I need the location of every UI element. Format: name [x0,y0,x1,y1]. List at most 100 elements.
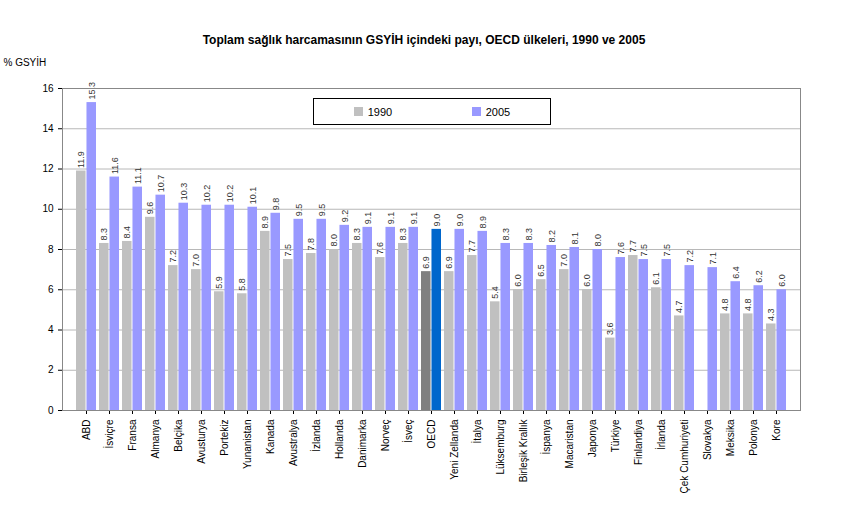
svg-text:Yunanistan: Yunanistan [242,420,253,470]
svg-text:Kanada: Kanada [265,419,276,454]
svg-text:Yeni Zellanda: Yeni Zellanda [449,419,460,480]
svg-text:İrlanda: İrlanda [655,419,667,450]
svg-text:7.2: 7.2 [685,250,695,263]
svg-text:7.7: 7.7 [467,240,477,253]
svg-text:8.3: 8.3 [524,228,534,241]
svg-text:6.0: 6.0 [777,274,787,287]
svg-text:İspanya: İspanya [540,419,552,454]
svg-text:6.5: 6.5 [536,264,546,277]
svg-text:Avusturya: Avusturya [196,419,207,464]
svg-text:Slovakya: Slovakya [702,419,713,460]
svg-text:İsviçre: İsviçre [103,419,115,448]
svg-text:7.8: 7.8 [306,238,316,251]
svg-text:7.0: 7.0 [191,254,201,267]
svg-text:7.2: 7.2 [168,250,178,263]
svg-text:15.3: 15.3 [87,82,97,100]
svg-text:6.9: 6.9 [444,256,454,269]
svg-text:11.1: 11.1 [133,167,143,184]
svg-text:6: 6 [48,284,54,295]
svg-text:8.3: 8.3 [99,228,109,241]
svg-text:3.6: 3.6 [605,323,615,336]
svg-text:Japonya: Japonya [587,419,598,457]
svg-text:9.5: 9.5 [317,204,327,217]
svg-text:Belçika: Belçika [173,419,184,452]
svg-text:Birleşik Krallık: Birleşik Krallık [518,419,529,483]
svg-text:Danimarka: Danimarka [357,419,368,468]
svg-text:Hollanda: Hollanda [334,419,345,459]
svg-text:Türkiye: Türkiye [610,419,621,452]
svg-text:6.9: 6.9 [421,256,431,269]
svg-text:Fransa: Fransa [127,419,138,451]
svg-text:OECD: OECD [426,420,437,449]
svg-text:5.9: 5.9 [214,276,224,289]
svg-text:16: 16 [42,83,54,94]
svg-text:9.2: 9.2 [340,210,350,223]
svg-text:8.1: 8.1 [570,232,580,245]
svg-text:8.9: 8.9 [478,216,488,229]
svg-text:7.6: 7.6 [616,242,626,255]
svg-text:Norveç: Norveç [380,420,391,452]
svg-text:9.8: 9.8 [271,198,281,211]
svg-text:4.8: 4.8 [743,298,753,311]
svg-text:Finlandiya: Finlandiya [633,419,644,465]
svg-text:7.5: 7.5 [662,244,672,257]
svg-text:10.3: 10.3 [179,183,189,201]
svg-text:9.6: 9.6 [145,202,155,215]
svg-text:11.6: 11.6 [110,157,120,174]
svg-text:10.7: 10.7 [156,175,166,193]
svg-text:12: 12 [42,163,54,174]
svg-text:9.0: 9.0 [432,214,442,227]
svg-text:% GSYİH: % GSYİH [4,56,47,68]
svg-text:8.3: 8.3 [352,228,362,241]
svg-text:7.5: 7.5 [639,244,649,257]
svg-text:Polonya: Polonya [748,419,759,456]
svg-text:İzlanda: İzlanda [310,419,322,452]
svg-text:Kore: Kore [771,419,782,441]
svg-text:8.3: 8.3 [398,228,408,241]
svg-text:7.1: 7.1 [708,252,718,265]
svg-text:8.0: 8.0 [593,234,603,247]
svg-text:9.1: 9.1 [409,212,419,225]
svg-text:8: 8 [48,244,54,255]
svg-text:14: 14 [42,123,54,134]
svg-text:5.4: 5.4 [490,286,500,299]
svg-text:0: 0 [48,405,54,416]
svg-text:7.6: 7.6 [375,242,385,255]
svg-text:ABD: ABD [81,420,92,441]
svg-text:4.7: 4.7 [674,300,684,313]
svg-text:10: 10 [42,203,54,214]
svg-text:10.2: 10.2 [202,185,212,203]
svg-text:8.0: 8.0 [329,234,339,247]
svg-text:8.4: 8.4 [122,226,132,239]
svg-text:8.2: 8.2 [547,230,557,243]
svg-text:Macaristan: Macaristan [564,420,575,469]
svg-text:Çek Cumhuriyeti: Çek Cumhuriyeti [679,420,690,494]
svg-text:5.8: 5.8 [237,278,247,291]
svg-text:7.5: 7.5 [283,244,293,257]
svg-text:2: 2 [48,364,54,375]
svg-text:Portekiz: Portekiz [219,420,230,456]
svg-text:8.9: 8.9 [260,216,270,229]
svg-text:11.9: 11.9 [76,151,86,168]
svg-text:4.8: 4.8 [720,298,730,311]
svg-text:Almanya: Almanya [150,419,161,458]
svg-text:7.7: 7.7 [628,240,638,253]
svg-text:6.0: 6.0 [582,274,592,287]
svg-text:9.0: 9.0 [455,214,465,227]
svg-text:6.4: 6.4 [731,266,741,279]
svg-text:İtalya: İtalya [471,419,483,443]
svg-text:8.3: 8.3 [501,228,511,241]
svg-text:6.2: 6.2 [754,270,764,283]
svg-text:İsveç: İsveç [402,420,414,443]
svg-text:10.1: 10.1 [248,187,258,205]
svg-text:Meksika: Meksika [725,419,736,456]
svg-text:7.0: 7.0 [559,254,569,267]
svg-text:6.0: 6.0 [513,274,523,287]
svg-text:4.3: 4.3 [766,308,776,321]
svg-text:9.1: 9.1 [363,212,373,225]
svg-text:9.1: 9.1 [386,212,396,225]
svg-text:9.5: 9.5 [294,204,304,217]
svg-text:Lüksemburg: Lüksemburg [495,420,506,475]
svg-text:Avustralya: Avustralya [288,419,299,466]
svg-text:4: 4 [48,324,54,335]
